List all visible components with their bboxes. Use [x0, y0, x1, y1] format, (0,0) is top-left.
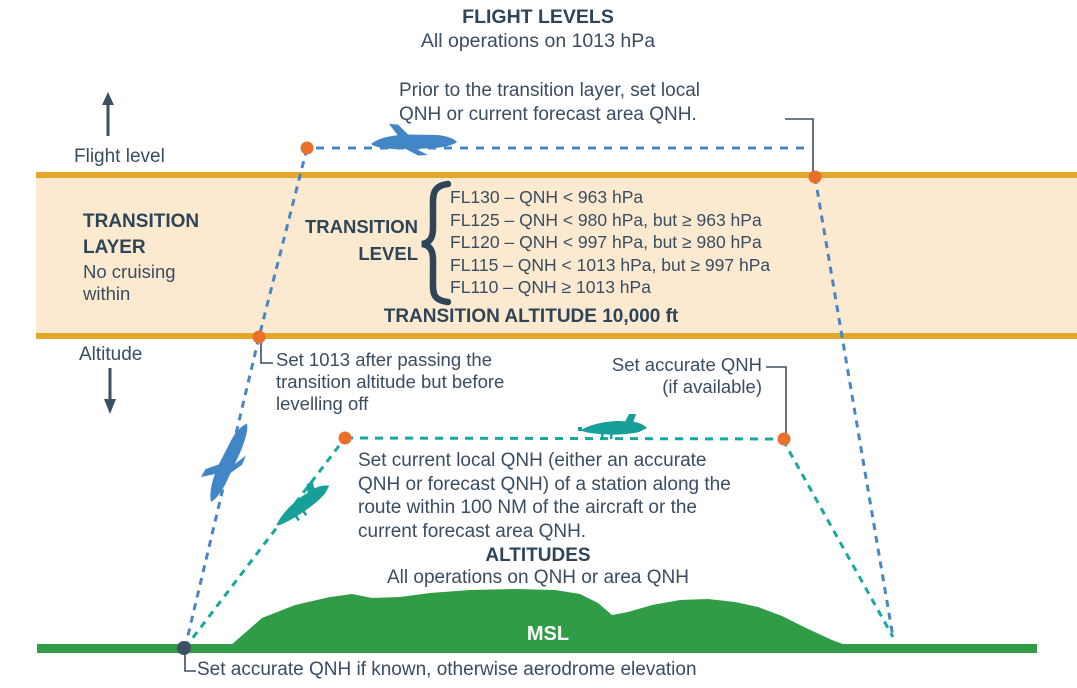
blue-dashed-climb-path — [183, 147, 309, 649]
diagram-subtitle: All operations on 1013 hPa — [420, 30, 656, 52]
fl-rule-120: FL120 – QNH < 997 hPa, but ≥ 980 hPa — [450, 232, 762, 253]
annotation-set-accurate-line1: Set accurate QNH — [611, 354, 762, 375]
jet-climb-icon — [200, 423, 248, 502]
waypoint-dot-mid-right — [777, 432, 791, 446]
ground-dot — [177, 641, 191, 655]
transition-level-label: TRANSITION LEVEL — [304, 216, 418, 264]
altitudes-subheading: All operations on QNH or area QNH — [386, 567, 689, 588]
fl-rule-130: FL130 – QNH < 963 hPa — [450, 187, 644, 207]
up-arrow-icon — [102, 92, 114, 136]
connector-prior-qnh — [785, 118, 814, 172]
flight-level-label: Flight level — [74, 146, 165, 167]
annotation-set-current-line2: QNH or forecast QNH) of a station along … — [358, 473, 731, 495]
jet-cruise-icon — [371, 124, 457, 156]
terrain — [230, 589, 848, 646]
altitude-label: Altitude — [79, 344, 143, 365]
diagram-title: FLIGHT LEVELS — [462, 6, 614, 28]
connector-set-accurate — [766, 366, 787, 433]
annotation-prior-qnh-line2: QNH or current forecast area QNH. — [399, 103, 697, 125]
transition-layer-band — [36, 172, 1077, 339]
transition-layer-note: No cruising within — [83, 261, 176, 304]
sea-level-bar — [37, 644, 1037, 653]
transition-layer-title: TRANSITION LAYER — [83, 211, 200, 258]
annotation-set-current-line3: route within 100 NM of the aircraft or t… — [358, 497, 697, 518]
annotation-ground-qnh: Set accurate QNH if known, otherwise aer… — [197, 659, 697, 680]
transition-level-list: FL130 – QNH < 963 hPa FL125 – QNH < 980 … — [450, 186, 770, 299]
fl-rule-125: FL125 – QNH < 980 hPa, but ≥ 963 hPa — [450, 209, 762, 230]
annotation-set-current-line1: Set current local QNH (either an accurat… — [358, 450, 707, 471]
annotation-prior-qnh-line1: Prior to the transition layer, set local — [399, 80, 700, 101]
annotation-set-current-line4: current forecast area QNH. — [358, 520, 587, 542]
annotation-set-1013-line1: Set 1013 after passing the — [276, 349, 492, 370]
annotation-prior-qnh: Prior to the transition layer, set local… — [399, 79, 700, 126]
annotation-set-1013-line3: levelling off — [276, 393, 369, 414]
connector-ground-qnh — [184, 652, 196, 672]
waypoint-dot-transition-altitude — [252, 330, 266, 344]
teal-dashed-climb-path — [183, 437, 347, 649]
msl-label: MSL — [526, 623, 570, 645]
annotation-set-current-qnh: Set current local QNH (either an accurat… — [358, 449, 731, 543]
fl-rule-115: FL115 – QNH < 1013 hPa, but ≥ 997 hPa — [450, 254, 771, 275]
teal-dashed-descent-path — [781, 439, 895, 638]
annotation-set-1013-line2: transition altitude but before — [276, 371, 505, 392]
teal-dashed-cruise-path — [344, 436, 784, 441]
fl-rule-110: FL110 – QNH ≥ 1013 hPa — [450, 277, 651, 298]
transition-altitude-label: TRANSITION ALTITUDE 10,000 ft — [383, 306, 679, 327]
waypoint-dot-top-left — [300, 141, 314, 155]
altitudes-heading: ALTITUDES — [485, 545, 591, 566]
waypoint-dot-mid-left — [338, 431, 352, 445]
annotation-set-accurate-qnh: Set accurate QNH (if available) — [592, 354, 762, 398]
annotation-set-accurate-line2: (if available) — [662, 376, 762, 397]
connector-set-1013 — [260, 341, 273, 364]
down-arrow-icon — [104, 368, 116, 414]
waypoint-dot-top-right — [808, 170, 822, 184]
prop-climb-icon — [276, 480, 330, 526]
transition-level-brace — [421, 180, 452, 306]
annotation-set-1013: Set 1013 after passing the transition al… — [276, 349, 504, 415]
prop-cruise-icon — [578, 414, 647, 439]
